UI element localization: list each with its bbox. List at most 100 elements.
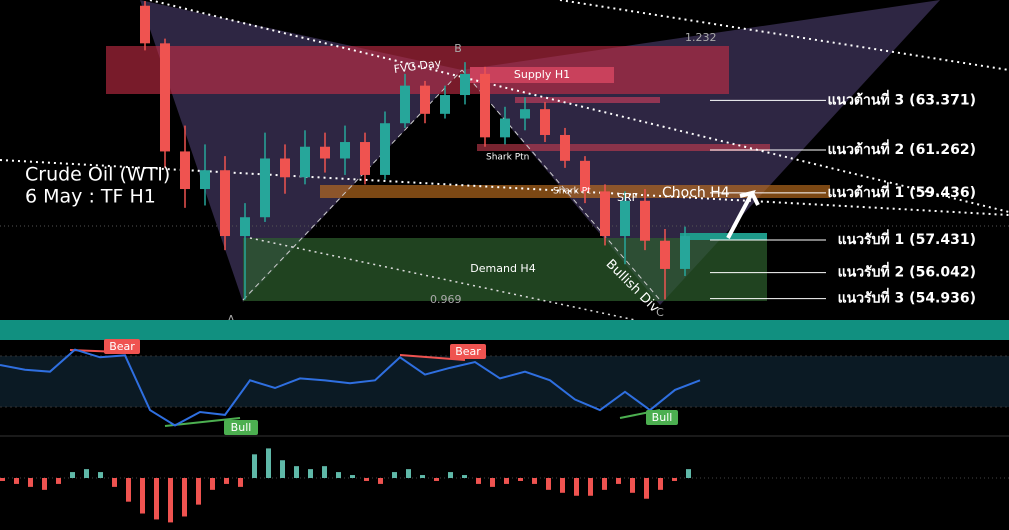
histogram-bar bbox=[574, 478, 579, 496]
chart-subtitle: 6 May : TF H1 bbox=[25, 186, 156, 208]
price-pane: แนวต้านที่ 3 (63.371) แนวต้านที่ 2 (61.26… bbox=[140, 1, 976, 307]
histogram-bar bbox=[350, 475, 355, 478]
annotation: Shark Pt bbox=[553, 187, 591, 197]
annotation: Supply H1 bbox=[514, 68, 570, 81]
trend-line bbox=[559, 0, 1009, 71]
histogram-bar bbox=[336, 472, 341, 478]
chart-title: Crude Oil (WTI) bbox=[25, 164, 170, 186]
histogram-bar bbox=[126, 478, 131, 502]
histogram-bar bbox=[448, 472, 453, 478]
candle-body bbox=[140, 5, 150, 44]
histogram-bar bbox=[616, 478, 621, 484]
histogram-bar bbox=[70, 472, 75, 478]
candle-body bbox=[500, 118, 510, 138]
histogram-bar bbox=[98, 472, 103, 478]
histogram-bar bbox=[14, 478, 19, 484]
histogram-bar bbox=[238, 478, 243, 487]
histogram-bar bbox=[658, 478, 663, 490]
annotation: SRF bbox=[617, 191, 638, 204]
trend-line bbox=[0, 159, 1009, 216]
histogram-bar bbox=[672, 478, 677, 481]
histogram-bar bbox=[42, 478, 47, 490]
annotation: 0.969 bbox=[430, 293, 462, 306]
histogram-bar bbox=[280, 460, 285, 478]
histogram-bar bbox=[532, 478, 537, 484]
histogram-bar bbox=[560, 478, 565, 493]
candle-body bbox=[180, 151, 190, 190]
candle-body bbox=[640, 200, 650, 241]
histogram-bar bbox=[378, 478, 383, 484]
annotation: B bbox=[454, 42, 462, 55]
annotation: Choch H4 bbox=[662, 185, 730, 201]
histogram-bar bbox=[490, 478, 495, 487]
candle-body bbox=[580, 160, 590, 192]
level-label: แนวรับที่ 1 (57.431) bbox=[838, 229, 976, 248]
histogram-bar bbox=[0, 478, 5, 481]
rsi-line bbox=[0, 348, 701, 427]
candle-body bbox=[160, 43, 170, 152]
zone bbox=[477, 144, 770, 151]
histogram-bar bbox=[364, 478, 369, 481]
annotation: Demand H4 bbox=[470, 262, 535, 275]
rsi-band bbox=[0, 356, 1009, 407]
histogram-bar bbox=[392, 472, 397, 478]
level-label: แนวต้านที่ 3 (63.371) bbox=[827, 89, 976, 108]
demand-zone bbox=[243, 238, 767, 301]
div-label: Bear bbox=[455, 345, 481, 358]
level-label: แนวต้านที่ 2 (61.262) bbox=[827, 139, 976, 158]
level-label: แนวรับที่ 2 (56.042) bbox=[838, 262, 976, 281]
annotation: Shark Ptn bbox=[486, 153, 529, 163]
histogram-bar bbox=[462, 475, 467, 478]
candle-body bbox=[600, 191, 610, 237]
label-box bbox=[646, 410, 678, 425]
candle-body bbox=[440, 95, 450, 114]
zone bbox=[515, 97, 660, 103]
candle-body bbox=[320, 146, 330, 159]
histogram-bar bbox=[504, 478, 509, 484]
candle-body bbox=[300, 146, 310, 178]
divergence-line bbox=[399, 354, 466, 361]
histogram-bar bbox=[294, 466, 299, 478]
histogram-bar bbox=[420, 475, 425, 478]
annotation: A bbox=[227, 313, 235, 326]
candle-body bbox=[380, 123, 390, 175]
div-label: Bear bbox=[109, 340, 135, 353]
candle-body bbox=[460, 73, 470, 96]
candle-body bbox=[340, 142, 350, 159]
histogram-bar bbox=[196, 478, 201, 505]
candle-body bbox=[620, 200, 630, 237]
candle-body bbox=[240, 217, 250, 237]
candle-body bbox=[260, 158, 270, 218]
candle-body bbox=[480, 73, 490, 138]
level-label: แนวต้านที่ 1 (59.436) bbox=[827, 182, 976, 201]
histogram-bar bbox=[224, 478, 229, 484]
histogram-pane bbox=[0, 448, 691, 523]
zone bbox=[680, 233, 767, 240]
histogram-bar bbox=[630, 478, 635, 493]
histogram-bar bbox=[406, 469, 411, 478]
choch-zone bbox=[320, 185, 830, 198]
candle-body bbox=[200, 170, 210, 190]
candle-body bbox=[520, 109, 530, 119]
candle-body bbox=[540, 109, 550, 135]
div-label: Bull bbox=[231, 421, 252, 434]
histogram-bar bbox=[266, 448, 271, 478]
annotation: C bbox=[656, 306, 664, 319]
candle-body bbox=[660, 240, 670, 269]
candle-body bbox=[360, 142, 370, 175]
candle-body bbox=[420, 85, 430, 114]
histogram-bar bbox=[546, 478, 551, 490]
candle-body bbox=[280, 158, 290, 178]
histogram-bar bbox=[518, 478, 523, 481]
candle-body bbox=[680, 236, 690, 269]
histogram-bar bbox=[644, 478, 649, 499]
histogram-bar bbox=[602, 478, 607, 490]
histogram-bar bbox=[686, 469, 691, 478]
histogram-bar bbox=[476, 478, 481, 484]
label-box bbox=[104, 339, 140, 354]
histogram-bar bbox=[140, 478, 145, 514]
label-box bbox=[450, 344, 486, 359]
histogram-bar bbox=[588, 478, 593, 496]
